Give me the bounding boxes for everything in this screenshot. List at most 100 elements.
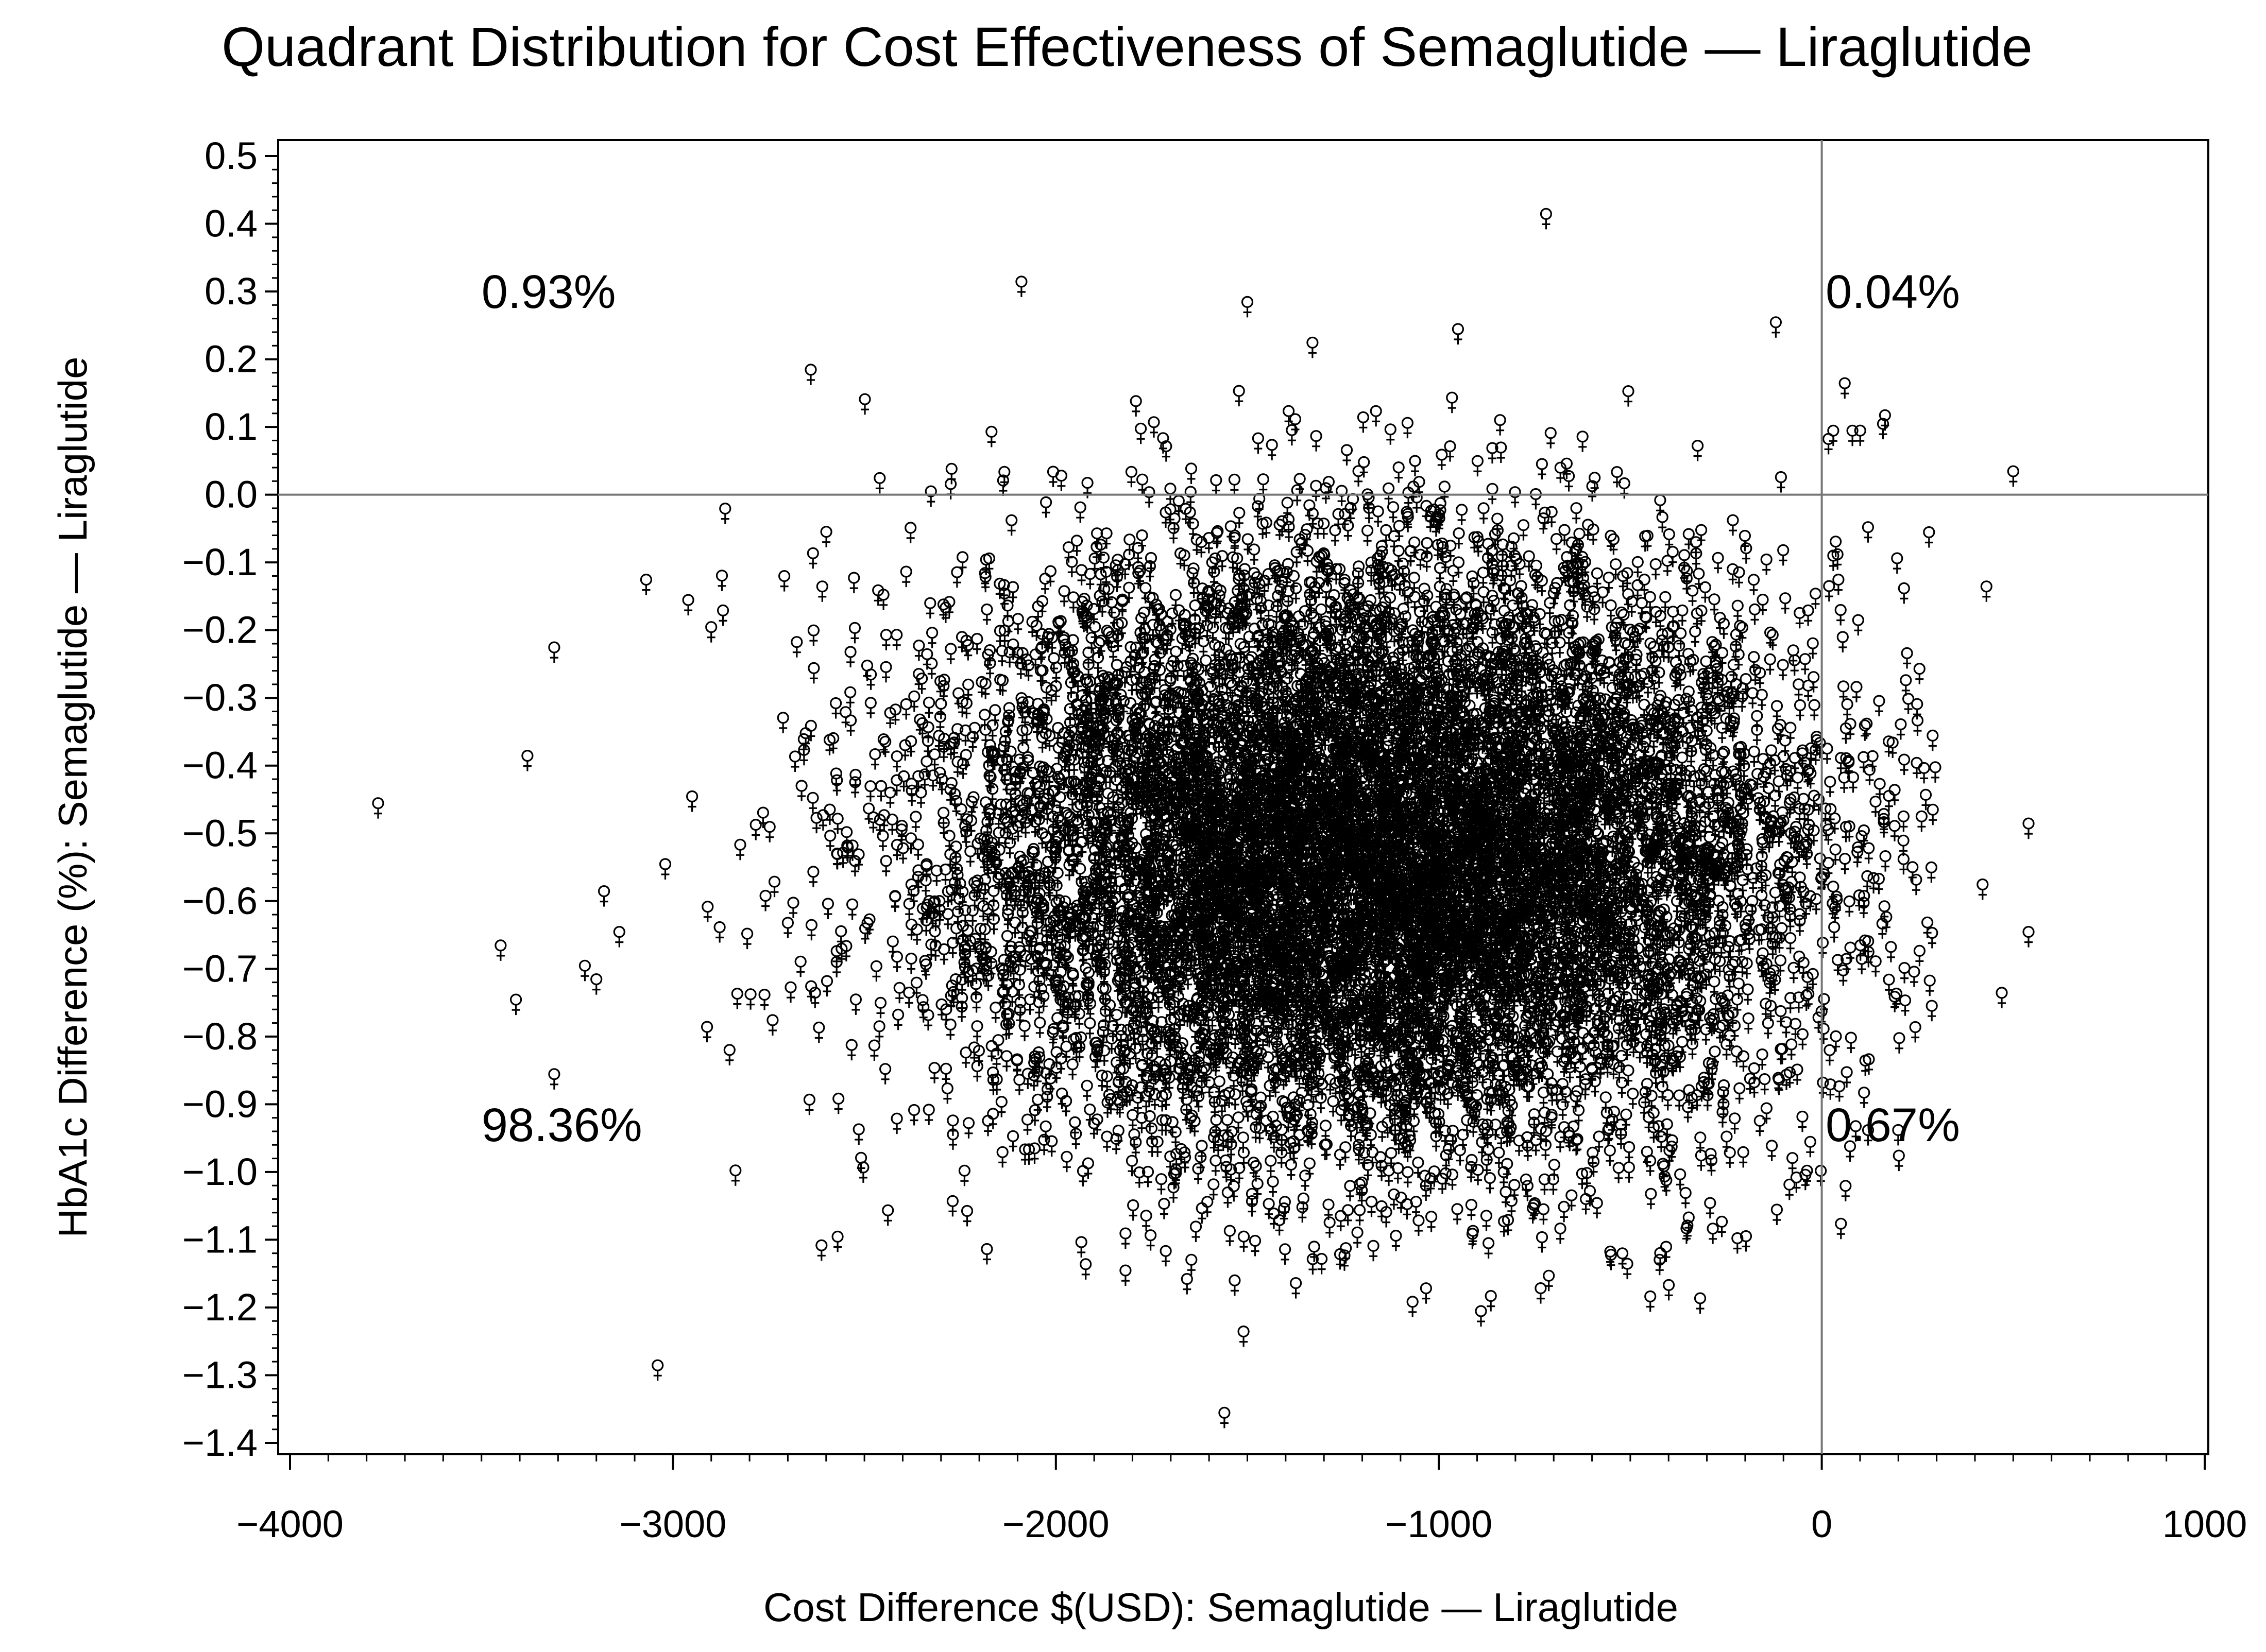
data-point <box>1484 1238 1494 1259</box>
data-point-circle <box>808 793 818 803</box>
data-point <box>1608 534 1618 555</box>
data-point-circle <box>963 679 974 690</box>
data-point-circle <box>1233 1112 1243 1123</box>
data-point <box>764 822 775 842</box>
data-point <box>1899 963 1910 984</box>
data-point-circle <box>1928 804 1938 815</box>
data-point <box>1797 1111 1808 1132</box>
data-point <box>1267 440 1277 460</box>
data-point-circle <box>1914 945 1924 956</box>
data-point-circle <box>849 573 859 583</box>
data-point-circle <box>1328 1096 1338 1107</box>
data-point <box>880 1064 891 1085</box>
data-point-circle <box>1577 432 1588 442</box>
data-point-circle <box>1695 1132 1706 1143</box>
data-point <box>730 1165 741 1186</box>
data-point-circle <box>997 1147 1008 1157</box>
data-point <box>1388 502 1399 523</box>
data-point-circle <box>1760 1074 1770 1085</box>
data-point <box>1663 1090 1673 1111</box>
data-point-circle <box>1754 1115 1765 1126</box>
data-point-circle <box>1757 1049 1767 1060</box>
data-point-circle <box>1421 1283 1431 1294</box>
data-point <box>1914 945 1924 966</box>
data-point <box>1773 724 1783 744</box>
data-point-circle <box>1367 1197 1377 1207</box>
data-point <box>1577 432 1588 452</box>
data-point <box>846 715 856 736</box>
data-point-circle <box>972 634 982 644</box>
data-point <box>808 867 819 887</box>
data-point-circle <box>1267 440 1277 450</box>
data-point-circle <box>870 749 880 760</box>
data-point <box>972 1061 982 1082</box>
data-point-circle <box>1822 744 1832 754</box>
data-point-circle <box>860 394 870 404</box>
data-point <box>821 527 831 547</box>
data-point-circle <box>1819 994 1829 1004</box>
data-point <box>892 1113 902 1134</box>
data-point-circle <box>1137 474 1148 485</box>
data-point <box>1274 520 1285 540</box>
data-point-circle <box>1660 592 1671 602</box>
data-point <box>1695 1132 1706 1153</box>
data-point <box>860 394 870 415</box>
data-point-circle <box>1693 441 1703 451</box>
data-point <box>1389 1189 1399 1210</box>
data-point-circle <box>1657 512 1667 522</box>
data-point-circle <box>1763 1018 1773 1028</box>
data-point-circle <box>865 698 876 708</box>
data-point-circle <box>1388 502 1399 512</box>
data-point <box>758 807 768 828</box>
data-point-circle <box>1300 1171 1310 1181</box>
data-point-circle <box>1632 580 1643 590</box>
data-point <box>1393 546 1404 566</box>
data-point <box>1233 1112 1243 1133</box>
data-point <box>1472 456 1483 476</box>
data-point <box>825 831 836 851</box>
data-point-circle <box>808 867 819 877</box>
points-layer <box>373 209 2034 1428</box>
data-point <box>808 793 818 813</box>
data-point-circle <box>1234 508 1245 518</box>
data-point-circle <box>1899 963 1910 973</box>
data-point-circle <box>764 822 775 832</box>
data-point <box>1693 441 1703 461</box>
data-point-circle <box>1085 1105 1095 1115</box>
data-point-circle <box>758 807 768 818</box>
data-point <box>1900 995 1911 1016</box>
data-point <box>1819 994 1829 1014</box>
data-point-circle <box>1126 698 1136 709</box>
data-point-circle <box>892 1113 902 1124</box>
chart-title: Quadrant Distribution for Cost Effective… <box>222 15 2033 78</box>
data-point-circle <box>732 989 742 999</box>
data-point <box>831 698 841 719</box>
data-point-circle <box>751 820 761 830</box>
data-point <box>865 698 876 718</box>
data-point-circle <box>1552 534 1562 544</box>
data-point-circle <box>1732 994 1743 1005</box>
data-point <box>997 1147 1008 1167</box>
data-point <box>732 989 742 1009</box>
data-point <box>1137 474 1148 495</box>
data-point <box>1760 1074 1770 1095</box>
data-point-circle <box>730 1165 741 1176</box>
data-point-circle <box>1472 456 1483 466</box>
data-point-circle <box>821 527 831 537</box>
data-point <box>1928 804 1938 825</box>
data-point-circle <box>1840 854 1850 864</box>
data-point-circle <box>825 831 836 841</box>
data-point-circle <box>1797 1111 1808 1122</box>
data-point <box>1367 1197 1377 1217</box>
data-point <box>1421 1283 1431 1304</box>
data-point <box>1840 854 1850 874</box>
data-point-circle <box>1900 995 1911 1006</box>
data-point-circle <box>1862 871 1872 881</box>
data-point <box>849 573 859 593</box>
data-point <box>1763 1018 1773 1039</box>
data-point-circle <box>1214 1076 1224 1087</box>
data-point <box>1230 1089 1240 1110</box>
data-point <box>1552 534 1562 555</box>
